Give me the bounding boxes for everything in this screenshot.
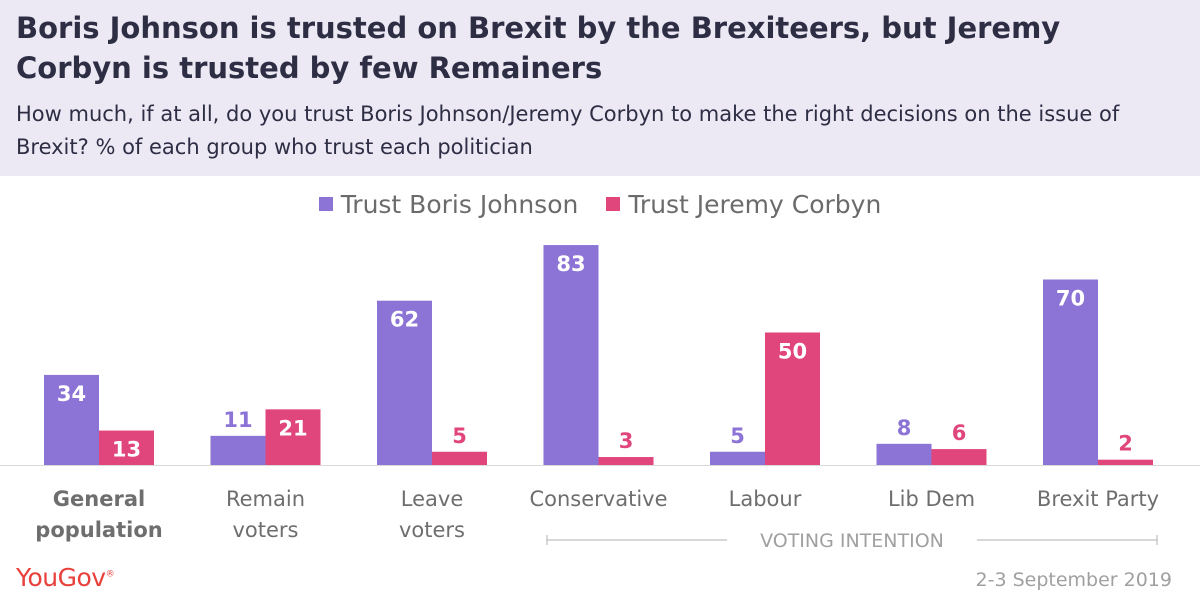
logo-trademark: ® [105, 569, 115, 580]
legend: Trust Boris Johnson Trust Jeremy Corbyn [0, 190, 1200, 219]
header-panel: Boris Johnson is trusted on Brexit by th… [0, 0, 1200, 176]
value-label-boris-6: 70 [1056, 287, 1085, 311]
legend-item-corbyn: Trust Jeremy Corbyn [606, 190, 881, 219]
bar-boris-2 [377, 300, 432, 465]
legend-label-corbyn: Trust Jeremy Corbyn [628, 190, 882, 219]
value-label-boris-1: 11 [223, 408, 252, 432]
legend-item-boris: Trust Boris Johnson [318, 190, 579, 219]
voting-intention-label: VOTING INTENTION [760, 530, 944, 552]
category-label-1-1: voters [232, 518, 298, 542]
category-label-6-0: Brexit Party [1037, 487, 1159, 511]
category-label-2-1: voters [399, 518, 465, 542]
category-label-5-0: Lib Dem [888, 487, 975, 511]
bar-boris-5 [876, 443, 932, 465]
category-label-1-0: Remain [226, 487, 305, 511]
value-label-corbyn-3: 3 [619, 429, 634, 453]
bar-boris-6 [1043, 279, 1098, 465]
bar-boris-0 [44, 374, 99, 465]
bar-boris-1 [210, 435, 266, 465]
logo-text: YouGov [16, 563, 106, 592]
legend-swatch-boris [318, 197, 333, 211]
category-label-0-0: General [53, 487, 145, 511]
value-label-boris-5: 8 [897, 416, 912, 440]
value-label-boris-4: 5 [730, 424, 745, 448]
value-label-corbyn-4: 50 [778, 340, 807, 364]
value-label-corbyn-1: 21 [278, 416, 307, 440]
category-label-2-0: Leave [401, 487, 463, 511]
bar-corbyn-0 [99, 430, 154, 465]
yougov-logo: YouGov® [16, 563, 115, 592]
bar-corbyn-6 [1098, 459, 1153, 465]
category-label-0-1: population [35, 518, 162, 542]
bar-corbyn-1 [265, 409, 321, 465]
bar-corbyn-5 [931, 449, 987, 465]
chart-subtitle: How much, if at all, do you trust Boris … [16, 102, 1120, 159]
value-label-boris-2: 62 [390, 308, 419, 332]
legend-swatch-corbyn [606, 197, 621, 211]
bar-corbyn-3 [598, 457, 654, 465]
category-label-3-0: Conservative [529, 487, 667, 511]
value-label-boris-3: 83 [556, 252, 585, 276]
bar-boris-4 [710, 451, 765, 465]
category-label-4-0: Labour [729, 487, 802, 511]
voting-intention-label-bg [727, 526, 977, 554]
bar-boris-3 [543, 245, 599, 465]
value-label-corbyn-6: 2 [1118, 432, 1133, 456]
survey-date: 2-3 September 2019 [975, 569, 1173, 591]
value-label-corbyn-2: 5 [452, 424, 467, 448]
legend-label-boris: Trust Boris Johnson [340, 190, 579, 219]
chart-title: Boris Johnson is trusted on Brexit by th… [16, 11, 1061, 85]
bar-corbyn-4 [765, 332, 820, 465]
value-label-corbyn-0: 13 [112, 438, 141, 462]
value-label-boris-0: 34 [57, 382, 86, 406]
value-label-corbyn-5: 6 [952, 421, 967, 445]
bar-corbyn-2 [432, 451, 487, 465]
